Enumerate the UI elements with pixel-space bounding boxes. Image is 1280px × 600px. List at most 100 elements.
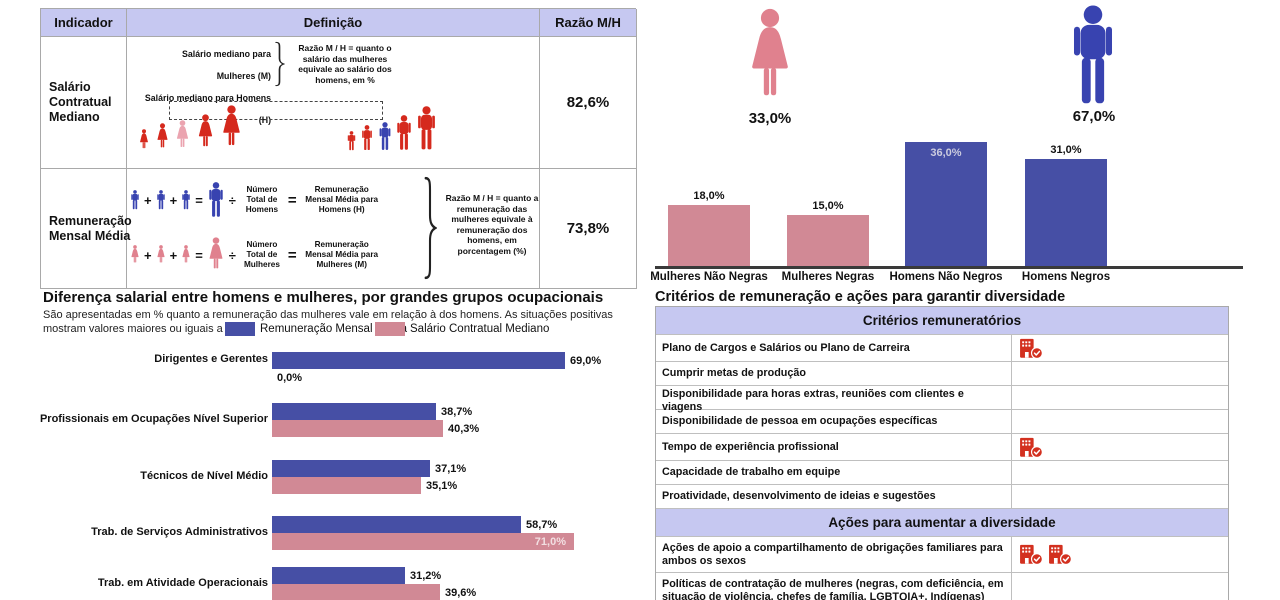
ratio-note-remuneracao: Razão M / H = quanto a remuneração das m… bbox=[445, 193, 539, 256]
bar-value-label: 58,7% bbox=[526, 519, 558, 531]
bar-value-label: 0,0% bbox=[277, 372, 303, 384]
legend-swatch-remuneracao bbox=[225, 322, 255, 336]
bar-Remuneração Mensal Média-4 bbox=[272, 567, 405, 584]
criterios-row-icons bbox=[1011, 485, 1228, 508]
bar-value-label: 38,7% bbox=[441, 406, 473, 418]
criterios-row: Ações de apoio a compartilhamento de obr… bbox=[656, 537, 1228, 573]
brace-icon bbox=[274, 41, 285, 87]
criterios-row-label: Políticas de contratação de mulheres (ne… bbox=[662, 577, 1004, 600]
criterios-row-label: Disponibilidade para horas extras, reuni… bbox=[662, 388, 964, 413]
bar-Remuneração Mensal Média-0 bbox=[272, 352, 565, 369]
operator-op: + bbox=[144, 192, 152, 208]
building-check-icon bbox=[1048, 544, 1072, 565]
ratio-note-salario: Razão M / H = quanto o salário das mulhe… bbox=[298, 43, 392, 85]
criterios-row: Tempo de experiência profissional bbox=[656, 434, 1228, 461]
criterios-row-icons bbox=[1011, 434, 1228, 460]
bar-Mulheres Negras bbox=[787, 215, 869, 268]
operator-op-big: = bbox=[287, 191, 297, 209]
bar-Homens Negros bbox=[1025, 159, 1107, 268]
legend-label-remuneracao: Remuneração Mensal Média bbox=[260, 323, 408, 335]
bar-value-label: 36,0% bbox=[930, 147, 962, 159]
man-figure-icon bbox=[377, 122, 393, 151]
definition-remuneracao-media: + + = ÷ Número Total de Homens = Remuneração M… bbox=[127, 169, 540, 289]
category-label-0: Dirigentes e Gerentes bbox=[154, 353, 268, 365]
man-figure-icon bbox=[180, 190, 192, 210]
criterios-row: Plano de Cargos e Salários ou Plano de C… bbox=[656, 335, 1228, 362]
criterios-row: Políticas de contratação de mulheres (ne… bbox=[656, 573, 1228, 600]
man-icon bbox=[1064, 5, 1122, 107]
criterios-row-icons bbox=[1011, 410, 1228, 433]
criterios-row-label: Plano de Cargos e Salários ou Plano de C… bbox=[662, 341, 910, 354]
criterios-row-label: Proatividade, desenvolvimento de ideias … bbox=[662, 490, 936, 503]
formula-result: Remuneração Mensal Média para Mulheres (… bbox=[305, 240, 379, 269]
bar-Remuneração Mensal Média-1 bbox=[272, 403, 436, 420]
bar-value-label: 37,1% bbox=[435, 463, 467, 475]
occupational-chart-title: Diferença salarial entre homens e mulher… bbox=[43, 289, 604, 306]
formula-divisor: Número Total de Mulheres bbox=[243, 240, 280, 269]
criterios-row-label: Cumprir metas de produção bbox=[662, 367, 806, 380]
man-figure-icon bbox=[155, 190, 167, 210]
bar-value-label: 31,0% bbox=[1050, 144, 1082, 156]
axis-label-Homens Negros: Homens Negros bbox=[1021, 271, 1111, 283]
bar-Salário Contratual Mediano-2 bbox=[272, 477, 421, 494]
bar-Homens Não Negros bbox=[905, 142, 987, 268]
woman-figure-icon bbox=[137, 129, 151, 151]
criterios-row-icons bbox=[1011, 362, 1228, 385]
formula-divisor: Número Total de Homens bbox=[245, 185, 279, 214]
formula-women: + + = ÷ Número Total de Mulheres = Remuneração… bbox=[129, 231, 384, 279]
woman-figure-icon bbox=[173, 120, 192, 151]
criterios-row: Capacidade de trabalho em equipe bbox=[656, 461, 1228, 485]
criterios-row: Cumprir metas de produção bbox=[656, 362, 1228, 386]
def-line-mulheres: Salário mediano para Mulheres (M) bbox=[182, 49, 271, 81]
male-share-label: 67,0% bbox=[1072, 108, 1116, 125]
median-dashed-box bbox=[169, 101, 383, 120]
category-label-1: Profissionais em Ocupações Nível Superio… bbox=[39, 413, 268, 425]
woman-figure-icon bbox=[155, 245, 167, 265]
operator-op: ÷ bbox=[228, 247, 236, 263]
population-illustration bbox=[127, 91, 540, 155]
criterios-row-icons bbox=[1011, 537, 1228, 572]
building-check-icon bbox=[1019, 437, 1043, 458]
col-header-indicador: Indicador bbox=[41, 9, 127, 37]
legend-label-salario: Salário Contratual Mediano bbox=[410, 323, 550, 335]
criterios-row-label: Tempo de experiência profissional bbox=[662, 440, 839, 453]
man-figure-icon bbox=[206, 182, 226, 218]
man-figure-icon bbox=[360, 125, 374, 151]
man-figure-icon bbox=[346, 131, 357, 151]
bar-Remuneração Mensal Média-3 bbox=[272, 516, 521, 533]
bar-value-label: 71,0% bbox=[534, 536, 566, 548]
criterios-row-label: Disponibilidade de pessoa em ocupações e… bbox=[662, 415, 938, 428]
bar-Salário Contratual Mediano-1 bbox=[272, 420, 443, 437]
bar-value-label: 69,0% bbox=[570, 355, 602, 367]
criterios-row-icons bbox=[1011, 335, 1228, 361]
woman-figure-icon bbox=[217, 105, 246, 151]
operator-op: = bbox=[195, 247, 203, 263]
x-axis-line bbox=[655, 266, 1243, 269]
criterios-row-label: Capacidade de trabalho em equipe bbox=[662, 466, 841, 479]
ratio-value-remuneracao: 73,8% bbox=[540, 169, 637, 289]
ratio-value-salario: 82,6% bbox=[540, 37, 637, 169]
bar-value-label: 18,0% bbox=[693, 190, 725, 202]
woman-figure-icon bbox=[194, 114, 217, 151]
female-share-label: 33,0% bbox=[748, 110, 792, 127]
woman-figure-icon bbox=[180, 245, 192, 265]
man-figure-icon bbox=[394, 115, 414, 151]
category-label-3: Trab. de Serviços Administrativos bbox=[91, 526, 268, 538]
def-line-homens: Salário mediano para Homens (H) bbox=[144, 93, 271, 125]
criterios-row: Disponibilidade para horas extras, reuni… bbox=[656, 386, 1228, 416]
legend-swatch-salario bbox=[375, 322, 405, 336]
indicator-table: Indicador Definição Razão M/H Salário Co… bbox=[40, 8, 637, 289]
occupational-chart-subtitle: São apresentadas em % quanto a remuneraç… bbox=[43, 309, 613, 321]
category-label-4: Trab. em Atividade Operacionais bbox=[97, 577, 268, 589]
operator-op-big: = bbox=[287, 246, 297, 264]
bar-value-label: 39,6% bbox=[445, 587, 477, 599]
occupational-chart-subtitle-2: mostram valores maiores ou iguais a 100% bbox=[43, 323, 254, 335]
axis-label-Homens Não Negros: Homens Não Negros bbox=[889, 271, 1003, 283]
criterios-row-icons bbox=[1011, 573, 1228, 600]
bar-value-label: 40,3% bbox=[448, 423, 480, 435]
building-check-icon bbox=[1019, 338, 1043, 359]
bar-value-label: 31,2% bbox=[410, 570, 442, 582]
criterios-section-header: Ações para aumentar a diversidade bbox=[656, 509, 1228, 537]
operator-op: ÷ bbox=[228, 192, 236, 208]
